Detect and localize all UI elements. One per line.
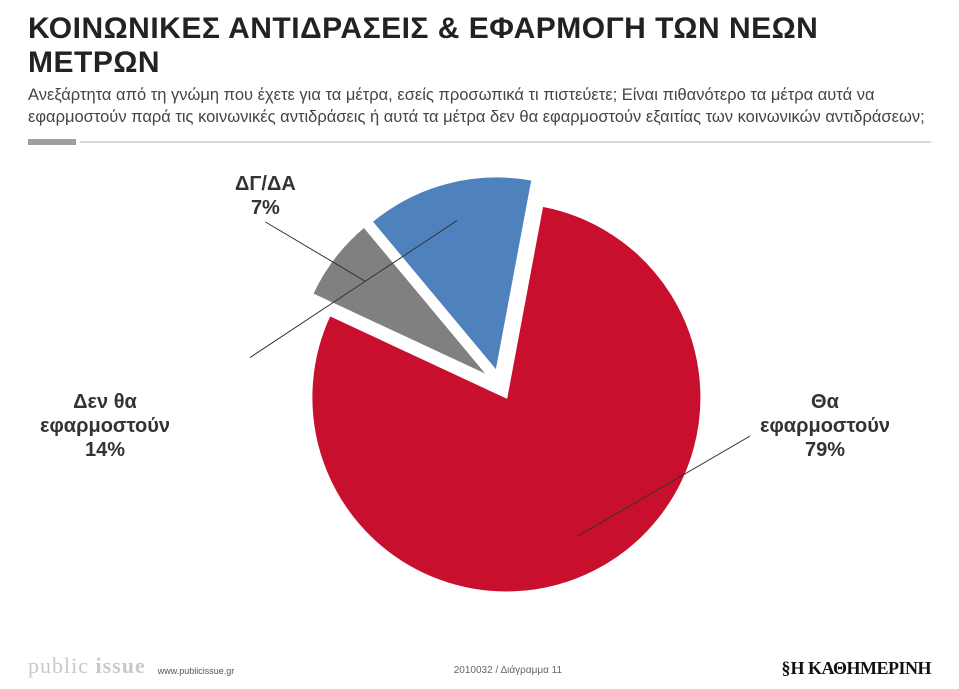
publicissue-logo: public issue	[28, 653, 146, 679]
label-wont: Δεν θα εφαρμοστούν 14%	[40, 390, 170, 462]
label-dkna-line1: ΔΓ/ΔΑ	[235, 172, 296, 196]
kathimerini-logo: §Η ΚΑΘΗΜΕΡΙΝΗ	[782, 658, 931, 679]
footer: public issue www.publicissue.gr 2010032 …	[0, 647, 959, 689]
label-will: Θα εφαρμοστούν 79%	[760, 390, 890, 462]
label-wont-line2: εφαρμοστούν	[40, 414, 170, 438]
question-subtitle: Ανεξάρτητα από τη γνώμη που έχετε για τα…	[28, 84, 931, 129]
label-dkna: ΔΓ/ΔΑ 7%	[235, 172, 296, 220]
label-dkna-pct: 7%	[235, 196, 296, 220]
label-will-line2: εφαρμοστούν	[760, 414, 890, 438]
footer-url: www.publicissue.gr	[158, 666, 235, 676]
diagram-id: 2010032 / Διάγραμμα 11	[454, 665, 562, 676]
label-will-pct: 79%	[760, 438, 890, 462]
label-wont-pct: 14%	[40, 438, 170, 462]
label-will-line1: Θα	[760, 390, 890, 414]
label-wont-line1: Δεν θα	[40, 390, 170, 414]
page-title: ΚΟΙΝΩΝΙΚΕΣ ΑΝΤΙΔΡΑΣΕΙΣ & ΕΦΑΡΜΟΓΗ ΤΩΝ ΝΕ…	[28, 12, 931, 80]
pie-svg	[250, 150, 750, 620]
pie-chart: ΔΓ/ΔΑ 7% Δεν θα εφαρμοστούν 14% Θα εφαρμ…	[0, 140, 959, 610]
